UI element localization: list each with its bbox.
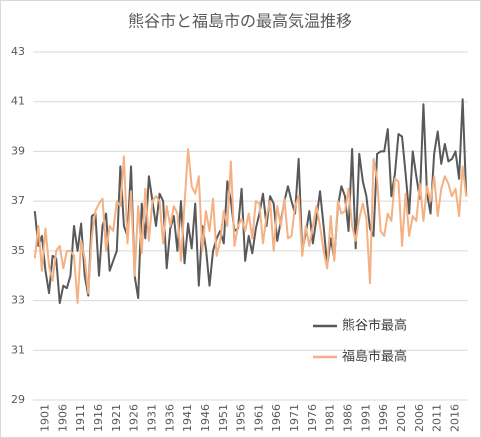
y-tick-label: 41 <box>11 95 25 108</box>
x-tick-label: 1946 <box>199 404 212 432</box>
x-tick-label: 1951 <box>217 404 230 432</box>
x-tick-label: 1926 <box>128 404 141 432</box>
x-tick-label: 1996 <box>377 404 390 432</box>
x-tick-label: 1971 <box>288 404 301 432</box>
y-tick-label: 31 <box>11 343 25 356</box>
x-tick-label: 1981 <box>324 404 337 432</box>
x-tick-label: 1976 <box>306 404 319 432</box>
chart-title: 熊谷市と福島市の最高気温推移 <box>128 12 352 31</box>
x-tick-label: 1961 <box>252 404 265 432</box>
x-tick-label: 2006 <box>413 404 426 432</box>
y-tick-label: 37 <box>11 194 25 207</box>
x-tick-label: 1916 <box>92 404 105 432</box>
x-tick-label: 1901 <box>38 404 51 432</box>
series-line <box>33 98 468 305</box>
x-tick-label: 1966 <box>270 404 283 432</box>
x-tick-label: 1931 <box>145 404 158 432</box>
y-tick-label: 33 <box>11 294 25 307</box>
x-tick-label: 2016 <box>449 404 462 432</box>
x-tick-label: 1921 <box>110 404 123 432</box>
x-tick-label: 1991 <box>359 404 372 432</box>
y-tick-label: 43 <box>11 45 25 58</box>
x-tick-label: 1986 <box>342 404 355 432</box>
x-tick-label: 1956 <box>235 404 248 432</box>
legend-label: 熊谷市最高 <box>342 318 407 334</box>
x-tick-label: 1911 <box>74 404 87 432</box>
y-tick-label: 35 <box>11 244 25 257</box>
x-tick-label: 1941 <box>181 404 194 432</box>
y-tick-label: 39 <box>11 144 25 157</box>
series-line <box>33 147 468 305</box>
x-tick-label: 2001 <box>395 404 408 432</box>
y-tick-label: 29 <box>11 393 25 406</box>
x-tick-label: 1906 <box>56 404 69 432</box>
x-tick-label: 1936 <box>163 404 176 432</box>
legend-label: 福島市最高 <box>342 349 407 365</box>
x-tick-label: 2011 <box>431 404 444 432</box>
